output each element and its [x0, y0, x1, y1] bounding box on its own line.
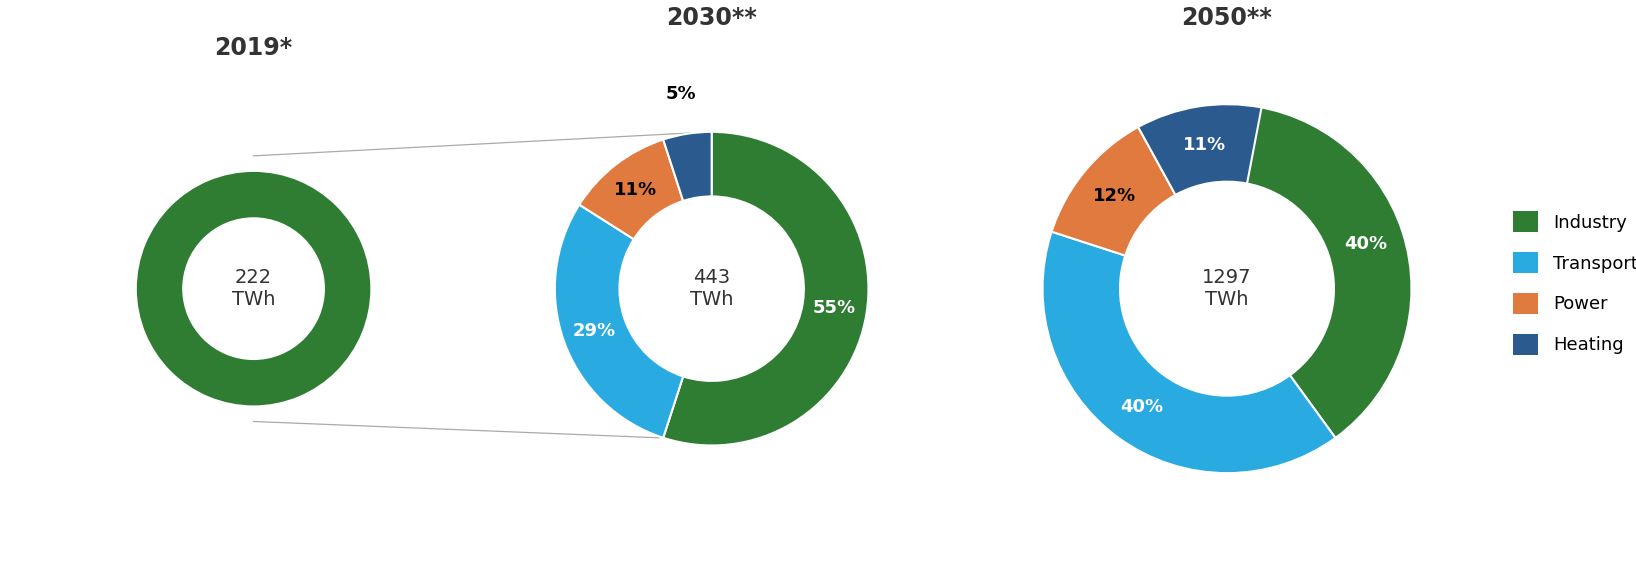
Wedge shape [663, 132, 869, 445]
Text: 55%: 55% [813, 299, 856, 317]
Wedge shape [1042, 231, 1335, 473]
Legend: Industry, Transport, Power, Heating: Industry, Transport, Power, Heating [1507, 204, 1636, 362]
Text: 2050**: 2050** [1181, 6, 1273, 31]
Text: 1297
TWh: 1297 TWh [1202, 268, 1252, 309]
Text: 5%: 5% [666, 85, 695, 102]
Wedge shape [1227, 104, 1412, 438]
Text: 11%: 11% [1183, 136, 1225, 154]
Wedge shape [1052, 127, 1175, 256]
Wedge shape [579, 140, 684, 239]
Text: 11%: 11% [614, 181, 658, 199]
Text: 12%: 12% [1093, 187, 1137, 205]
Text: 40%: 40% [1345, 235, 1387, 252]
Text: 29%: 29% [573, 322, 617, 340]
Text: 222
TWh: 222 TWh [232, 268, 275, 309]
Text: 443
TWh: 443 TWh [690, 268, 733, 309]
Wedge shape [1139, 104, 1261, 195]
Text: 2030**: 2030** [666, 6, 757, 31]
Wedge shape [555, 205, 684, 438]
Wedge shape [136, 171, 371, 406]
Text: 2019*: 2019* [214, 36, 293, 59]
Text: 40%: 40% [1119, 397, 1163, 415]
Wedge shape [663, 132, 712, 201]
